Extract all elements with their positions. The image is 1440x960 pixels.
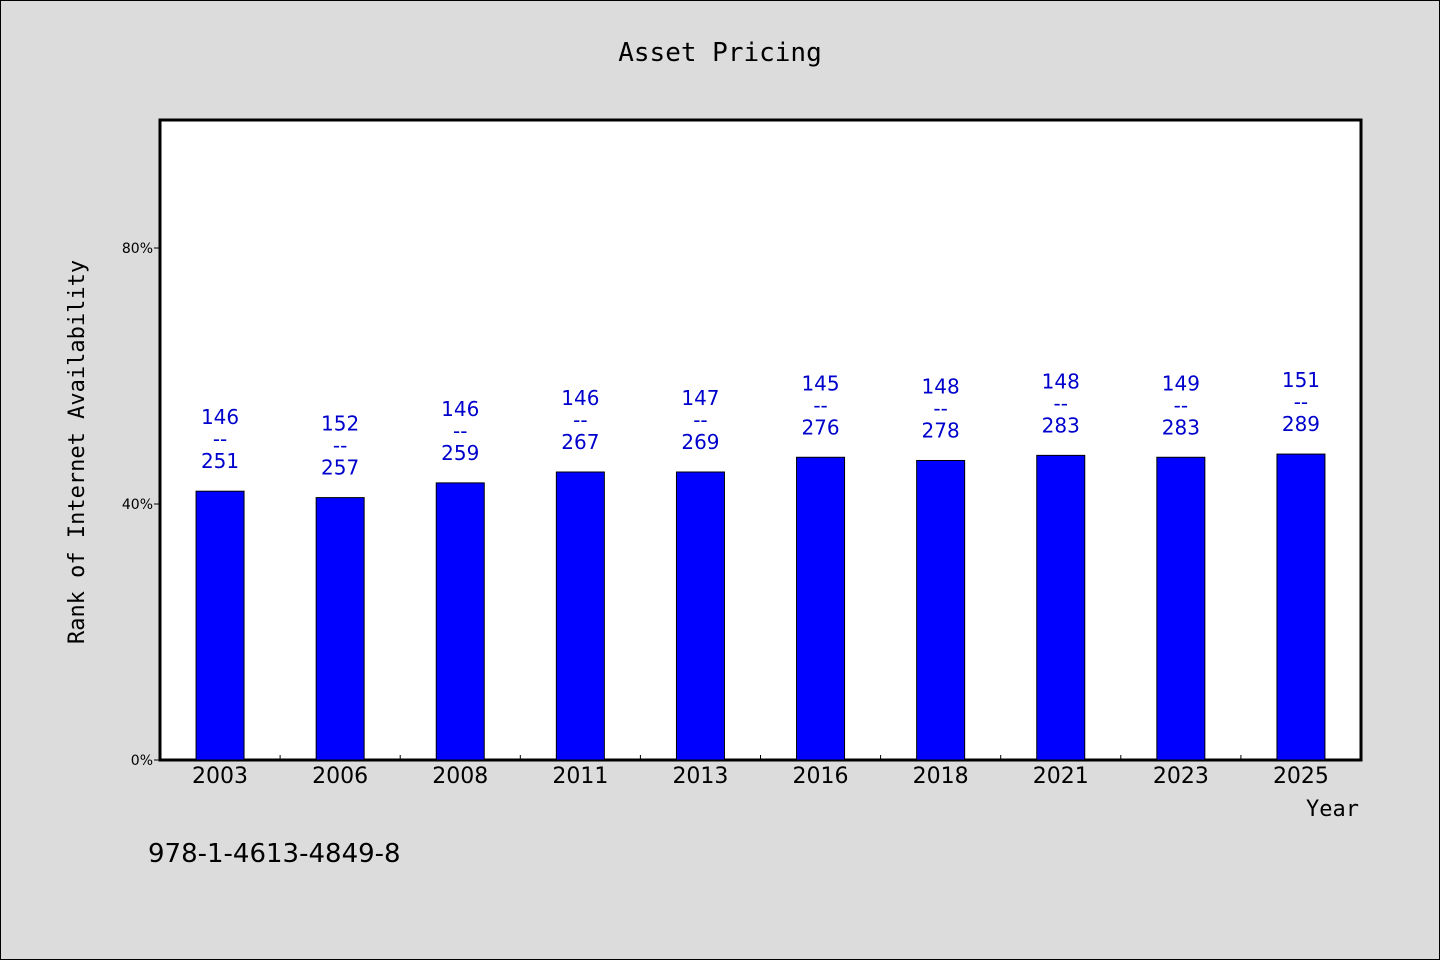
- data-label-2018-2: --: [933, 396, 947, 420]
- data-label-2011-2: --: [573, 408, 587, 432]
- y-tick-label-0: 0%: [131, 753, 153, 769]
- bar-2025: [1276, 453, 1326, 761]
- bar-2011: [555, 471, 605, 761]
- data-label-2006-3: 257: [321, 456, 359, 480]
- chart-title: Asset Pricing: [618, 38, 822, 68]
- x-tick-label-2003: 2003: [192, 764, 248, 789]
- x-tick-label-2018: 2018: [913, 764, 969, 789]
- y-tick-label-40: 40%: [122, 497, 153, 513]
- footnote-isbn: 978-1-4613-4849-8: [148, 839, 401, 869]
- bar-2018: [916, 459, 966, 761]
- data-label-2008-3: 259: [441, 441, 479, 465]
- y-tick-label-80: 80%: [122, 241, 153, 257]
- data-label-2008-2: --: [453, 419, 467, 443]
- data-label-2013-2: --: [693, 408, 707, 432]
- x-tick-label-2006: 2006: [312, 764, 368, 789]
- x-tick-label-2011: 2011: [552, 764, 608, 789]
- data-label-2025-2: --: [1294, 390, 1308, 414]
- data-label-2013-3: 269: [681, 430, 719, 454]
- data-label-2021-1: 148: [1042, 369, 1080, 393]
- data-label-2021-2: --: [1054, 391, 1068, 415]
- bar-2013: [675, 471, 725, 761]
- data-label-2011-3: 267: [561, 430, 599, 454]
- data-label-2018-1: 148: [922, 374, 960, 398]
- data-label-2003-2: --: [213, 427, 227, 451]
- data-label-2016-3: 276: [801, 415, 839, 439]
- data-label-2016-2: --: [813, 393, 827, 417]
- data-label-2006-1: 152: [321, 412, 359, 436]
- data-label-2023-1: 149: [1162, 371, 1200, 395]
- x-tick-label-2013: 2013: [672, 764, 728, 789]
- data-label-2016-1: 145: [801, 371, 839, 395]
- bar-2006: [315, 497, 365, 761]
- x-tick-label-2008: 2008: [432, 764, 488, 789]
- data-label-2003-3: 251: [201, 449, 239, 473]
- data-label-2003-1: 146: [201, 405, 239, 429]
- data-label-2008-1: 146: [441, 397, 479, 421]
- bar-2021: [1036, 454, 1086, 761]
- bar-2016: [796, 456, 846, 761]
- x-tick-label-2025: 2025: [1273, 764, 1329, 789]
- data-label-2006-2: --: [333, 434, 347, 458]
- x-axis-label: Year: [1306, 797, 1359, 822]
- data-label-group: 146--251152--257146--259146--267147--269…: [201, 368, 1320, 480]
- x-axis: 2003 2006 2008 2011 2013 2016 2018 2021 2023 2025: [192, 755, 1329, 789]
- x-tick-label-2016: 2016: [793, 764, 849, 789]
- data-label-2023-3: 283: [1162, 415, 1200, 439]
- bar-2003: [195, 490, 245, 761]
- data-label-2018-3: 278: [922, 418, 960, 442]
- y-axis: 0% 40% 80%: [122, 241, 160, 769]
- bar-2023: [1156, 456, 1206, 761]
- y-axis-label: Rank of Internet Availability: [65, 260, 90, 644]
- data-label-2025-3: 289: [1282, 412, 1320, 436]
- data-label-2013-1: 147: [681, 386, 719, 410]
- data-label-2023-2: --: [1174, 393, 1188, 417]
- data-label-2025-1: 151: [1282, 368, 1320, 392]
- bar-series: [195, 453, 1326, 761]
- data-label-2021-3: 283: [1042, 413, 1080, 437]
- x-tick-label-2021: 2021: [1033, 764, 1089, 789]
- bar-2008: [435, 482, 485, 761]
- data-label-2011-1: 146: [561, 386, 599, 410]
- x-tick-label-2023: 2023: [1153, 764, 1209, 789]
